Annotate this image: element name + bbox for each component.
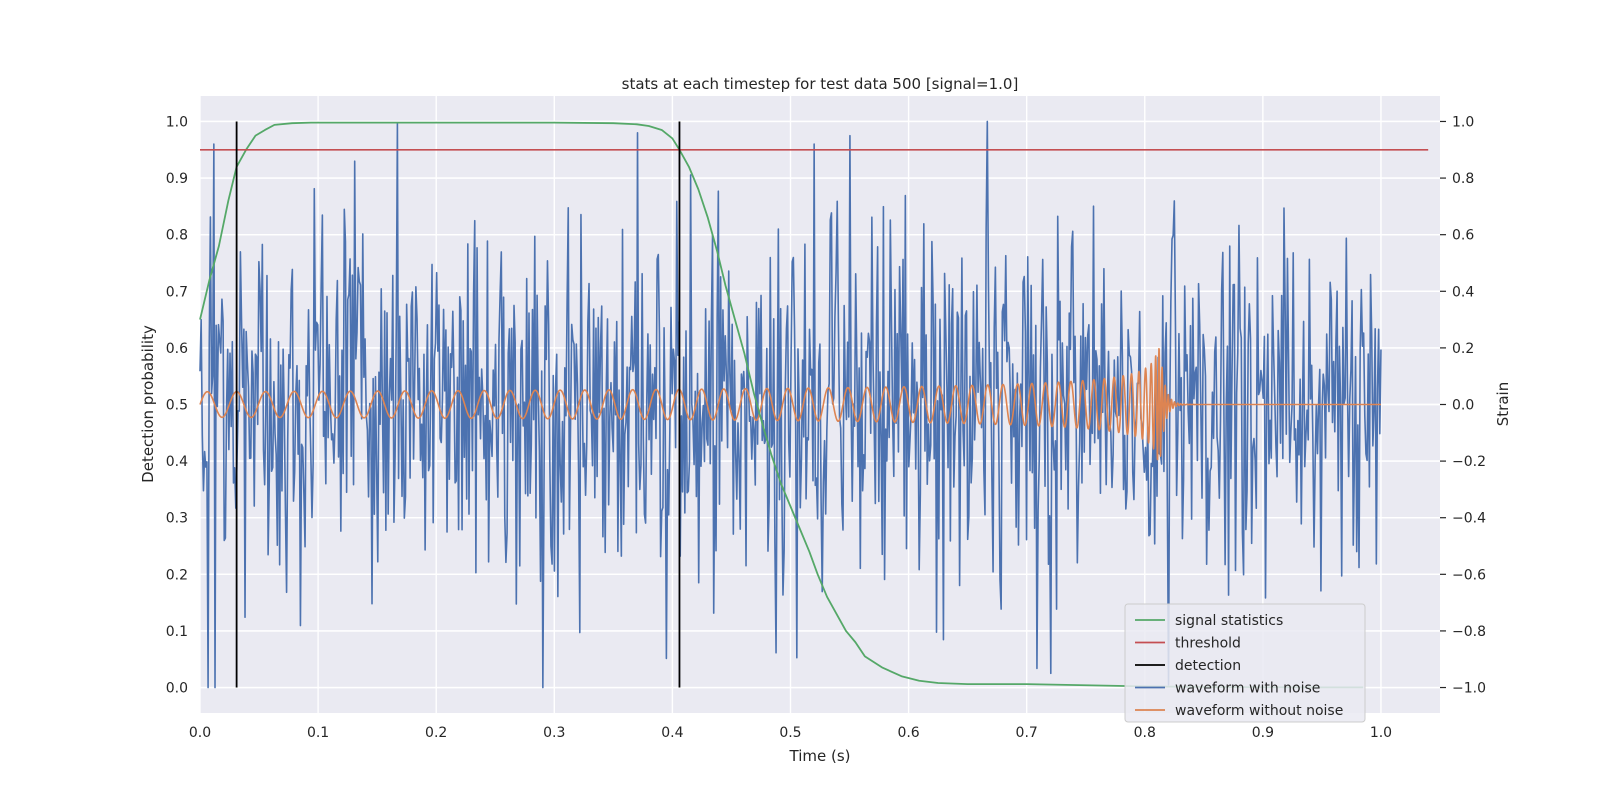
x-tick-label: 0.4	[661, 725, 683, 741]
y2-tick-label: 1.0	[1452, 114, 1474, 130]
x-tick-label: 0.9	[1252, 725, 1274, 741]
x-tick-label: 0.5	[779, 725, 801, 741]
x-axis-label: Time (s)	[789, 747, 851, 765]
y2-tick-label: 0.8	[1452, 171, 1474, 187]
y-tick-label: 0.7	[166, 284, 188, 300]
y-axis-label: Detection probability	[139, 325, 157, 483]
y2-tick-label: −0.8	[1452, 624, 1486, 640]
waveform-without-noise-line	[199, 347, 1382, 461]
x-tick-label: 0.6	[897, 725, 919, 741]
legend-box	[1124, 603, 1366, 723]
waveform-with-noise-line	[199, 120, 1382, 689]
y-tick-label: 0.0	[166, 681, 188, 697]
x-tick-label: 0.7	[1016, 725, 1038, 741]
x-tick-label: 0.3	[543, 725, 565, 741]
legend-label: waveform without noise	[1175, 703, 1343, 719]
y2-tick-label: 0.4	[1452, 284, 1474, 300]
series-layer	[199, 120, 1429, 689]
legend: signal statistics threshold detection wavef…	[1124, 603, 1366, 723]
legend-label: signal statistics	[1175, 613, 1283, 629]
legend-label: detection	[1175, 658, 1241, 674]
y-tick-label: 0.6	[166, 341, 188, 357]
y2-tick-label: 0.6	[1452, 228, 1474, 244]
y2-tick-label: −0.6	[1452, 567, 1486, 583]
x-tick-label: 1.0	[1370, 725, 1392, 741]
signal-statistics-line	[199, 121, 1364, 689]
legend-label: waveform with noise	[1175, 681, 1320, 697]
y-tick-label: 0.9	[166, 171, 188, 187]
x-tick-label: 0.1	[307, 725, 329, 741]
x-tick-label: 0.2	[425, 725, 447, 741]
y-tick-label: 0.8	[166, 228, 188, 244]
y2-tick-label: 0.2	[1452, 341, 1474, 357]
y-tick-label: 0.1	[166, 624, 188, 640]
y-tick-label: 0.5	[166, 398, 188, 414]
x-tick-label: 0.0	[189, 725, 211, 741]
y2-tick-label: −1.0	[1452, 681, 1486, 697]
ticks: 0.0 0.1 0.2 0.3 0.4 0.5 0.6 0.7 0.8 0.9 1.0 0.0 0.1 0…	[166, 114, 1486, 741]
y-tick-label: 0.3	[166, 511, 188, 527]
x-tick-label: 0.8	[1134, 725, 1156, 741]
chart-title: stats at each timestep for test data 500…	[622, 75, 1019, 93]
y2-tick-label: −0.4	[1452, 511, 1486, 527]
y2-tick-label: −0.2	[1452, 454, 1486, 470]
y-tick-label: 0.4	[166, 454, 188, 470]
y2-tick-label: 0.0	[1452, 398, 1474, 414]
legend-label: threshold	[1175, 636, 1241, 652]
y2-axis-label: Strain	[1494, 382, 1512, 426]
y-tick-label: 0.2	[166, 567, 188, 583]
y-tick-label: 1.0	[166, 114, 188, 130]
